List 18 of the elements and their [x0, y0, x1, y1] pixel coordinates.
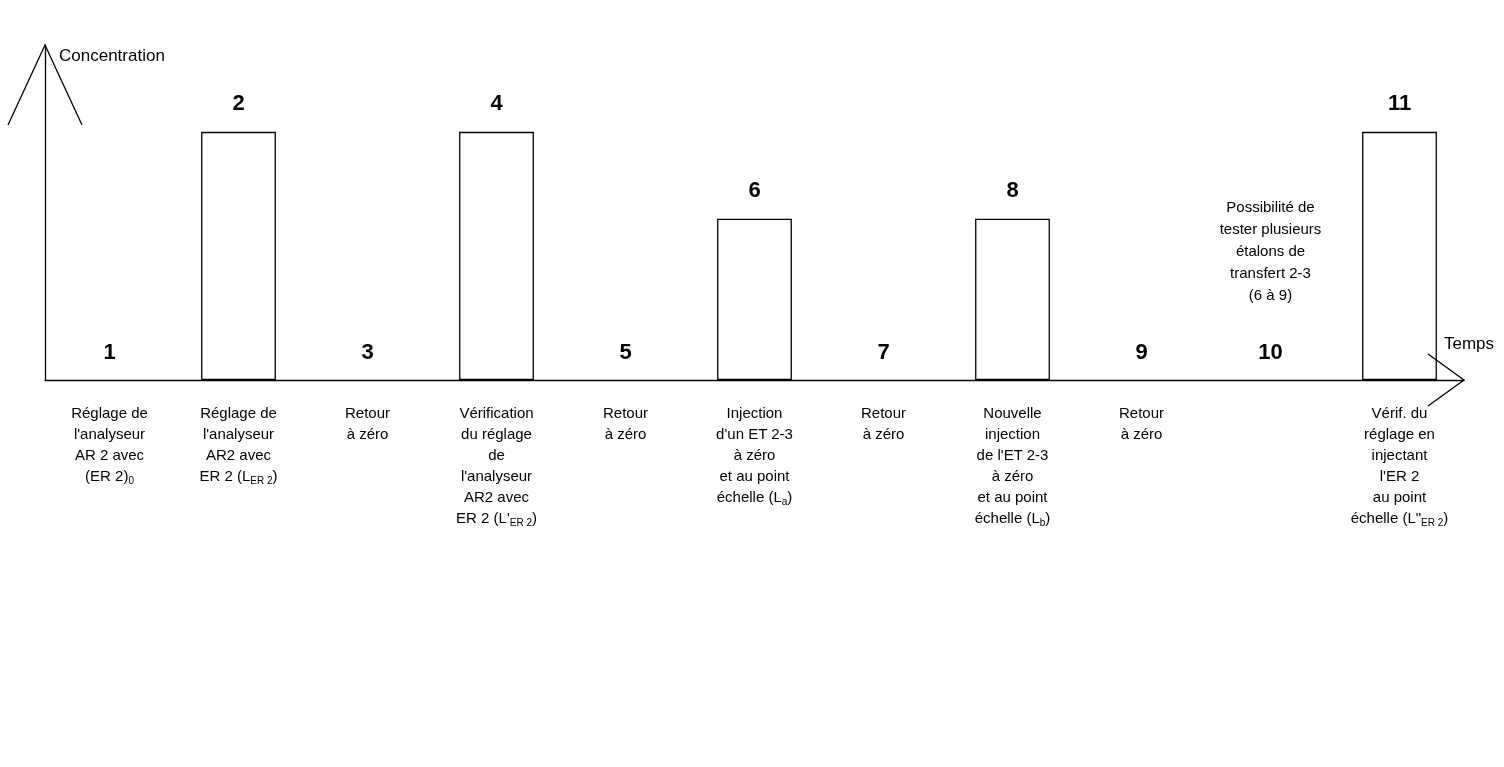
x-tick-label: Retour à zéro [602, 404, 649, 442]
annotation: 1 [103, 338, 116, 364]
annotation: 6 [748, 177, 761, 203]
annotation: 5 [619, 338, 632, 364]
annotation: 9 [1135, 338, 1148, 364]
x-tick-label: Retour à zéro [860, 404, 907, 442]
annotation: 8 [1006, 177, 1019, 203]
annotation: Possibilité de tester plusieurs étalons de transfert 2-3 (6 à 9) [1219, 197, 1322, 303]
annotation: 7 [877, 338, 890, 364]
x-tick-label: Retour à zéro [344, 404, 391, 442]
annotation: 3 [361, 338, 374, 364]
y-axis-title: Concentration [59, 46, 165, 65]
text: 4 [490, 90, 504, 116]
text: 11 [1387, 90, 1412, 116]
x-axis-title: Temps [1444, 334, 1495, 353]
annotation: 10 [1258, 338, 1283, 364]
text: 2 [232, 90, 245, 116]
x-tick-label: Retour à zéro [1118, 404, 1165, 442]
